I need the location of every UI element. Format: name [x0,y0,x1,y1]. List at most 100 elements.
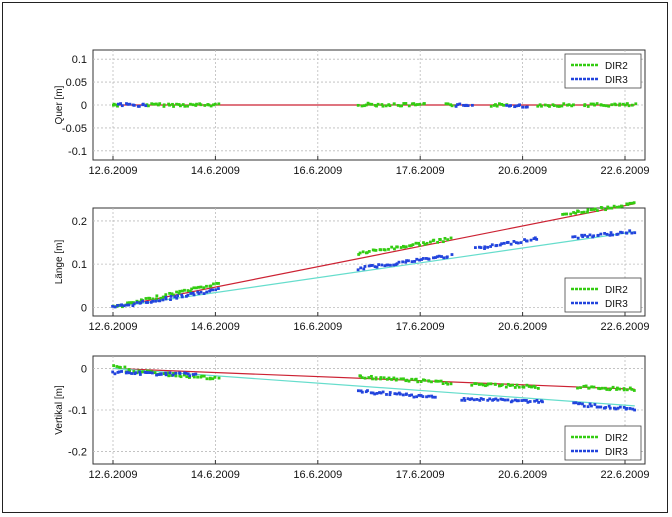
data-point-dir3 [199,290,203,294]
data-point-dir3 [590,404,593,408]
data-point-dir2 [171,102,174,106]
data-point-dir3 [578,402,582,405]
data-point-dir2 [410,377,414,381]
data-point-dir3 [503,398,507,402]
data-point-dir3 [592,234,596,238]
data-point-dir3 [383,264,387,268]
data-point-dir3 [478,245,481,249]
data-point-dir2 [177,291,181,295]
data-point-dir2 [170,292,174,296]
data-point-dir2 [625,388,629,392]
x-tick-label: 16.6.2009 [293,321,342,333]
data-point-dir3 [526,400,530,404]
data-point-dir2 [610,206,614,210]
data-point-dir3 [456,103,459,106]
data-point-dir3 [373,392,377,396]
data-point-dir2 [421,378,425,382]
data-point-dir2 [359,374,362,378]
data-point-dir3 [466,397,470,401]
data-point-dir2 [563,212,566,216]
data-point-dir2 [151,297,155,301]
data-point-dir3 [529,238,533,242]
data-point-dir3 [120,303,124,307]
data-point-dir2 [540,104,543,108]
data-point-dir3 [574,401,578,405]
data-point-dir3 [633,231,637,235]
data-point-dir2 [358,251,362,255]
data-point-dir2 [628,386,632,390]
x-tick-label: 17.6.2009 [396,469,445,481]
data-point-dir2 [213,102,217,106]
data-point-dir2 [434,379,438,383]
data-point-dir3 [159,372,163,376]
data-point-dir3 [132,103,136,107]
data-point-dir2 [593,103,596,107]
data-point-dir3 [500,242,504,246]
data-point-dir2 [123,365,127,369]
data-point-dir3 [130,372,134,375]
data-point-dir2 [527,385,531,388]
data-point-dir2 [577,210,580,213]
trend-line-cyan [113,231,635,308]
data-point-dir3 [604,406,608,409]
data-point-dir2 [183,104,187,108]
data-point-dir2 [196,375,200,379]
data-point-dir3 [525,239,529,243]
data-point-dir2 [385,377,389,381]
data-point-dir2 [194,286,198,290]
data-point-dir2 [597,386,600,390]
data-point-dir3 [375,392,379,395]
data-point-dir3 [412,395,416,399]
data-point-dir2 [164,293,168,297]
data-point-dir2 [517,385,521,389]
data-point-dir2 [183,288,186,292]
data-point-dir2 [383,248,387,252]
x-tick-label: 16.6.2009 [293,165,342,177]
data-point-dir3 [494,397,498,401]
data-point-dir2 [630,103,634,107]
data-point-dir2 [626,203,630,206]
data-point-dir2 [112,364,116,368]
data-point-dir2 [404,245,408,249]
y-tick-label: -0.2 [68,447,87,459]
data-point-dir3 [395,392,399,396]
data-point-dir2 [357,253,361,256]
data-point-dir2 [446,102,450,106]
data-point-dir3 [450,253,454,256]
data-point-dir3 [366,389,369,393]
data-point-dir3 [464,103,468,107]
data-point-dir3 [189,292,193,295]
data-point-dir2 [605,388,609,391]
data-point-dir3 [173,295,177,299]
x-tick-label: 12.6.2009 [89,321,138,333]
data-point-dir2 [502,103,506,107]
data-point-dir3 [442,256,446,260]
data-point-dir2 [360,376,364,380]
data-point-dir3 [433,395,437,399]
data-point-dir3 [371,391,375,395]
data-point-dir3 [535,399,539,402]
data-point-dir2 [172,293,175,297]
data-point-dir2 [148,296,152,300]
data-point-dir3 [373,265,377,269]
data-point-dir2 [423,242,427,246]
data-point-dir2 [142,370,145,374]
data-point-dir2 [207,103,211,107]
data-point-dir2 [446,238,450,242]
data-point-dir2 [487,382,490,386]
data-point-dir2 [412,102,416,105]
data-point-dir2 [615,388,618,391]
data-point-dir2 [530,385,533,389]
data-point-dir2 [609,387,612,391]
data-point-dir2 [586,208,590,212]
data-point-dir2 [543,103,547,107]
data-point-dir3 [388,391,392,394]
data-point-dir2 [363,104,366,108]
data-point-dir2 [393,247,396,251]
data-point-dir2 [508,384,512,387]
data-point-dir2 [538,103,542,107]
data-point-dir3 [405,259,408,263]
data-point-dir2 [436,379,440,383]
data-point-dir2 [444,102,448,106]
